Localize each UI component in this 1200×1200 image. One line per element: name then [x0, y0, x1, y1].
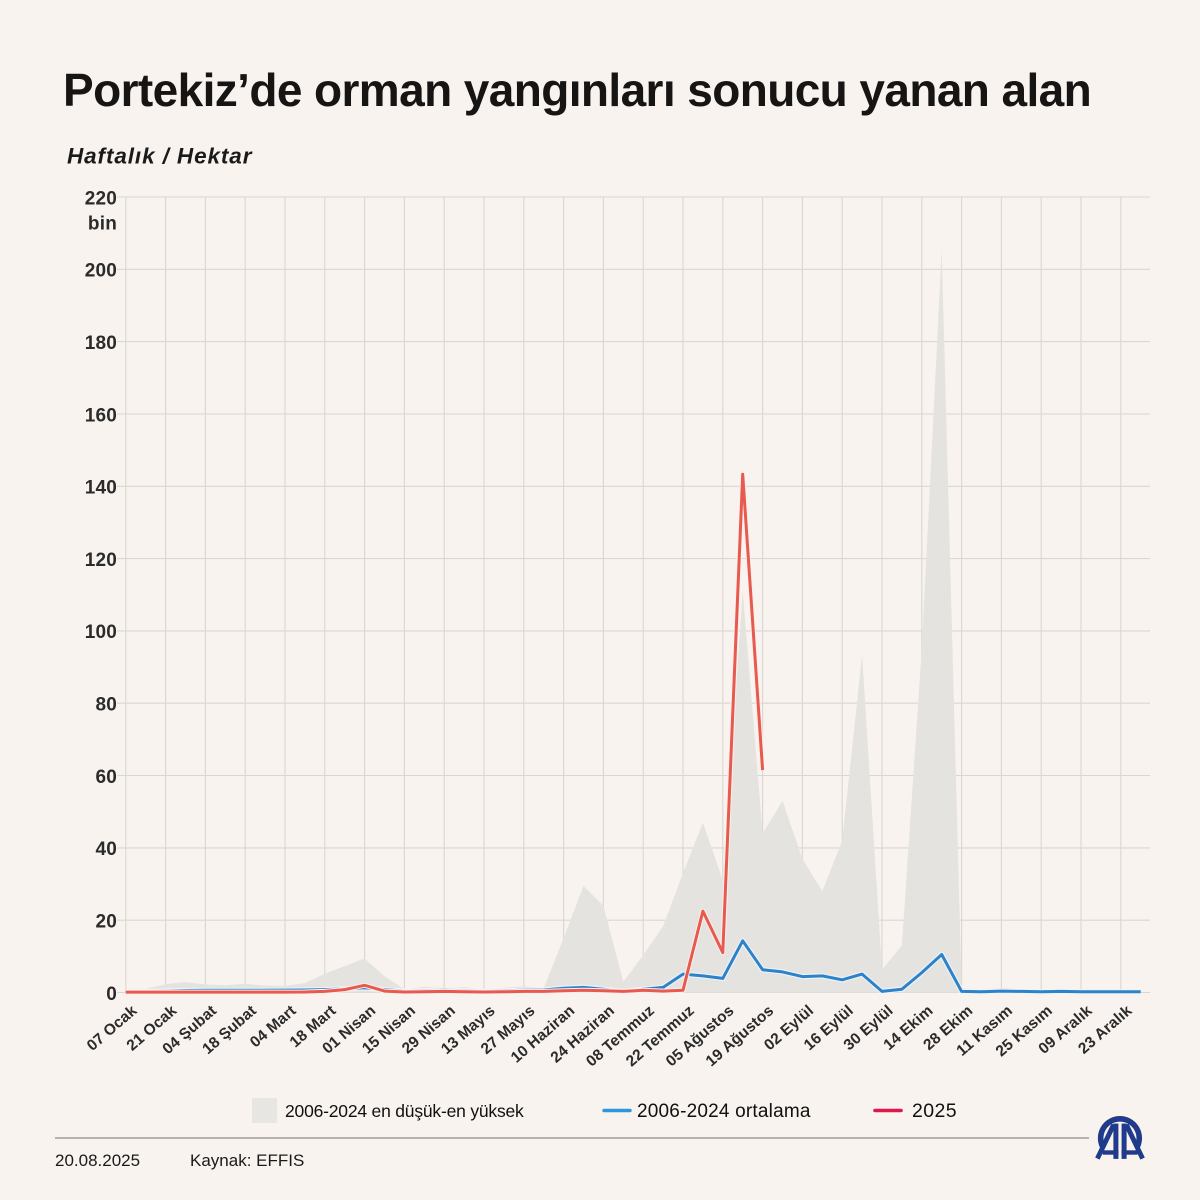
svg-text:200: 200 — [85, 261, 117, 282]
svg-text:40: 40 — [95, 839, 117, 860]
svg-text:0: 0 — [106, 984, 117, 1005]
svg-text:Haftalık / Hektar: Haftalık / Hektar — [67, 144, 253, 169]
svg-text:220: 220 — [85, 188, 117, 209]
svg-text:bin: bin — [88, 214, 117, 235]
svg-text:Portekiz’de orman yangınları s: Portekiz’de orman yangınları sonucu yana… — [63, 64, 1091, 116]
svg-text:20.08.2025: 20.08.2025 — [55, 1151, 140, 1170]
svg-text:60: 60 — [95, 767, 117, 788]
svg-text:Kaynak: EFFIS: Kaynak: EFFIS — [190, 1151, 304, 1170]
svg-text:180: 180 — [85, 333, 117, 354]
svg-text:80: 80 — [95, 695, 117, 716]
svg-text:120: 120 — [85, 550, 117, 571]
svg-text:2025: 2025 — [912, 1100, 957, 1122]
svg-text:2006-2024 en düşük-en yüksek: 2006-2024 en düşük-en yüksek — [285, 1101, 524, 1121]
svg-text:100: 100 — [85, 622, 117, 643]
svg-text:2006-2024 ortalama: 2006-2024 ortalama — [637, 1101, 811, 1122]
svg-text:20: 20 — [95, 912, 117, 933]
svg-text:140: 140 — [85, 478, 117, 499]
svg-text:160: 160 — [85, 405, 117, 426]
